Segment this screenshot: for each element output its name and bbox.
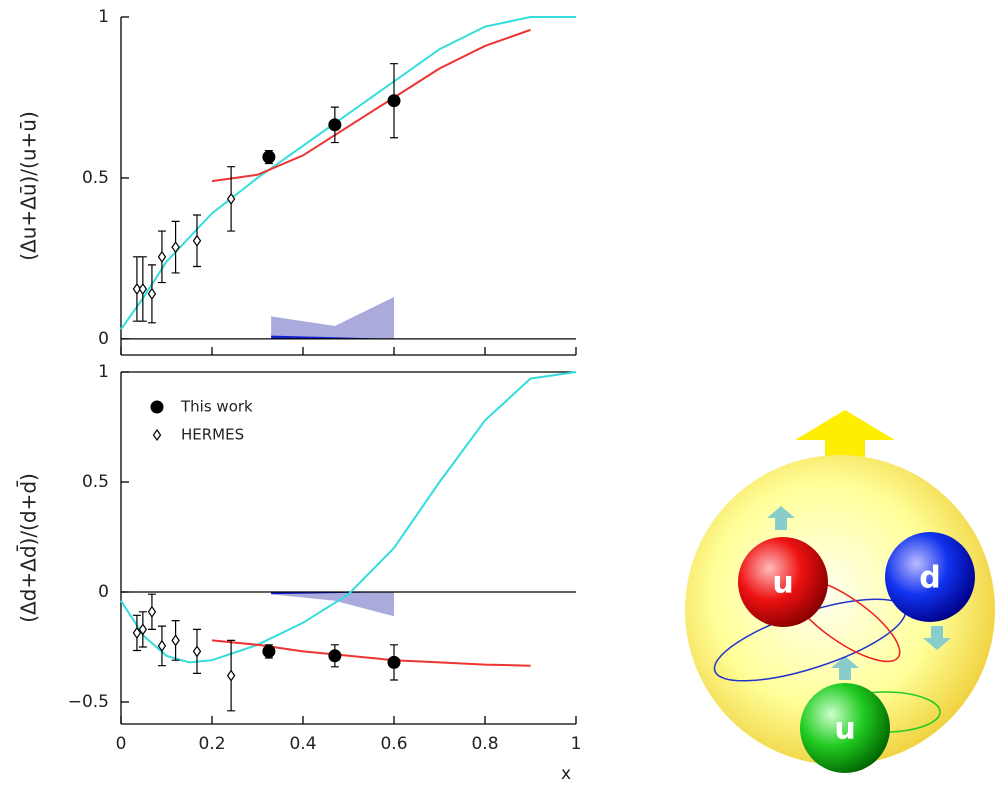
- figure: 0 0.5 1 (Δu+Δū)/(u+ū) −0.5 0 0.5 1 0 0.2 0.4 0.6 0.8…: [0, 0, 1002, 788]
- quark-label: u: [772, 566, 793, 601]
- y-tick-label: 0.5: [82, 472, 109, 492]
- data-point: [228, 671, 235, 681]
- y-tick-label: 1: [98, 362, 109, 382]
- data-point: [388, 656, 401, 669]
- y-tick-label: 0.5: [82, 168, 109, 188]
- x-tick-label: 0.8: [471, 734, 498, 754]
- quark-label: d: [919, 561, 940, 596]
- data-point: [158, 252, 165, 262]
- y-tick-label: 1: [98, 7, 109, 27]
- data-point: [262, 151, 275, 164]
- y-axis-label: (Δd+Δd̄)/(d+d̄): [16, 473, 41, 623]
- legend-marker: [151, 401, 164, 414]
- data-point: [172, 635, 179, 645]
- x-tick-label: 1: [571, 734, 582, 754]
- model-curve: [212, 30, 531, 181]
- data-point: [193, 646, 200, 656]
- y-axis-label: (Δu+Δū)/(u+ū): [17, 111, 41, 261]
- data-point: [148, 607, 155, 617]
- data-point: [139, 284, 146, 294]
- model-curve: [121, 372, 576, 662]
- legend-label: HERMES: [181, 426, 244, 444]
- data-point: [148, 289, 155, 299]
- x-tick-label: 0.6: [380, 734, 407, 754]
- model-curve: [212, 640, 531, 665]
- spin-arrow: [795, 410, 895, 460]
- x-axis-label: x: [561, 764, 571, 784]
- data-point: [328, 118, 341, 131]
- quark-label: u: [834, 712, 855, 747]
- legend-label: This work: [180, 398, 253, 416]
- legend-marker: [154, 430, 161, 440]
- data-point: [328, 649, 341, 662]
- proton-diagram: u d u: [685, 410, 995, 773]
- y-tick-label: −0.5: [68, 692, 109, 712]
- x-tick-label: 0.2: [198, 734, 225, 754]
- x-tick-label: 0: [116, 734, 127, 754]
- data-point: [388, 94, 401, 107]
- error-band: [271, 297, 394, 339]
- data-point: [262, 645, 275, 658]
- y-tick-label: 0: [98, 329, 109, 349]
- y-tick-label: 0: [98, 582, 109, 602]
- x-tick-label: 0.4: [289, 734, 316, 754]
- data-point: [193, 236, 200, 246]
- model-curve: [121, 17, 576, 329]
